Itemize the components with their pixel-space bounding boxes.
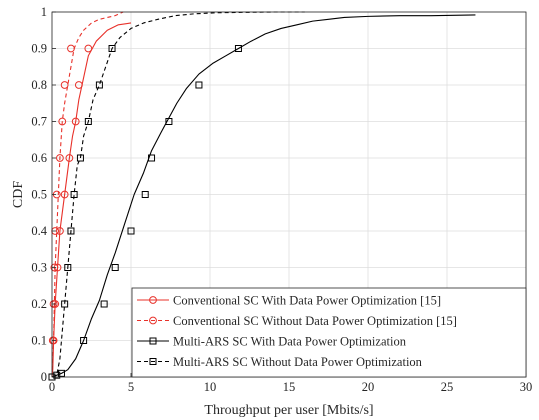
series-3 [48,14,476,381]
legend-entry: Conventional SC With Data Power Optimiza… [137,293,441,307]
legend-marker-sample [149,358,157,365]
x-tick-label: 5 [128,380,134,394]
series-marker [127,227,135,235]
y-tick-label: 0.9 [31,42,47,56]
series-marker [165,118,173,125]
series-line [51,11,305,378]
legend: Conventional SC With Data Power Optimiza… [131,287,527,378]
series-marker [58,117,67,126]
y-tick-label: 0.1 [31,334,47,348]
series-marker [95,81,103,89]
x-tick-label: 0 [49,380,55,394]
series-marker [141,191,149,198]
series-line [51,14,476,378]
legend-box [131,287,527,378]
series-marker [56,227,64,235]
x-axis-label: Throughput per user [Mbits/s] [204,403,373,418]
series-marker [195,81,203,89]
series-marker [234,45,242,52]
series-marker [60,81,69,89]
y-axis-label: CDF [11,181,26,208]
y-tick-label: 0.4 [31,224,47,238]
series-marker [53,371,61,379]
y-tick-label: 0 [41,370,47,384]
series-marker [100,300,108,308]
series-line [51,11,124,378]
y-tick-label: 0.7 [31,115,47,129]
y-tick-label: 0.3 [31,261,47,275]
y-tick-label: 0.5 [31,188,47,202]
x-tick-label: 25 [441,380,454,394]
y-tick-label: 1 [41,5,47,19]
legend-label: Conventional SC With Data Power Optimiza… [173,293,441,307]
series-marker [56,154,64,162]
legend-label: Multi-ARS SC With Data Power Optimizatio… [173,334,407,348]
y-tick-label: 0.8 [31,78,47,92]
series-marker [84,44,93,53]
legend-label: Conventional SC Without Data Power Optim… [173,314,457,328]
series-marker [108,45,116,52]
series-marker [60,190,69,199]
series-marker [65,154,74,162]
x-tick-label: 30 [520,380,533,394]
series-marker [49,300,58,308]
x-tick-label: 20 [362,380,375,394]
series-marker [148,154,156,162]
legend-marker-sample [149,296,157,304]
legend-entry: Multi-ARS SC Without Data Power Optimiza… [137,355,423,369]
series-marker [50,263,59,272]
series-marker [76,154,84,162]
series-marker [84,118,92,125]
series-4 [48,11,305,381]
series-marker [74,81,83,89]
legend-label: Multi-ARS SC Without Data Power Optimiza… [173,355,423,369]
x-tick-label: 15 [283,380,296,394]
series-marker [67,227,75,235]
x-tick-label: 10 [204,380,217,394]
axes: 0 5 10 15 20 25 30 0 0.1 0.2 0.3 0.4 0.5 0.6 0.7 0.8 0.9… [31,5,532,394]
y-tick-label: 0.2 [31,297,47,311]
series-marker [64,264,72,271]
series-marker [57,369,65,377]
legend-marker-sample [149,316,157,325]
series-marker [67,44,75,53]
legend-entry: Multi-ARS SC With Data Power Optimizatio… [137,334,407,348]
legend-marker-sample [149,337,157,345]
series-marker [80,337,88,344]
series-marker [61,300,69,308]
series-marker [111,264,119,271]
series-marker [70,191,78,198]
series-marker [48,336,57,345]
legend-entry: Conventional SC Without Data Power Optim… [137,314,457,328]
series-marker [71,117,80,126]
y-tick-label: 0.6 [31,151,47,165]
